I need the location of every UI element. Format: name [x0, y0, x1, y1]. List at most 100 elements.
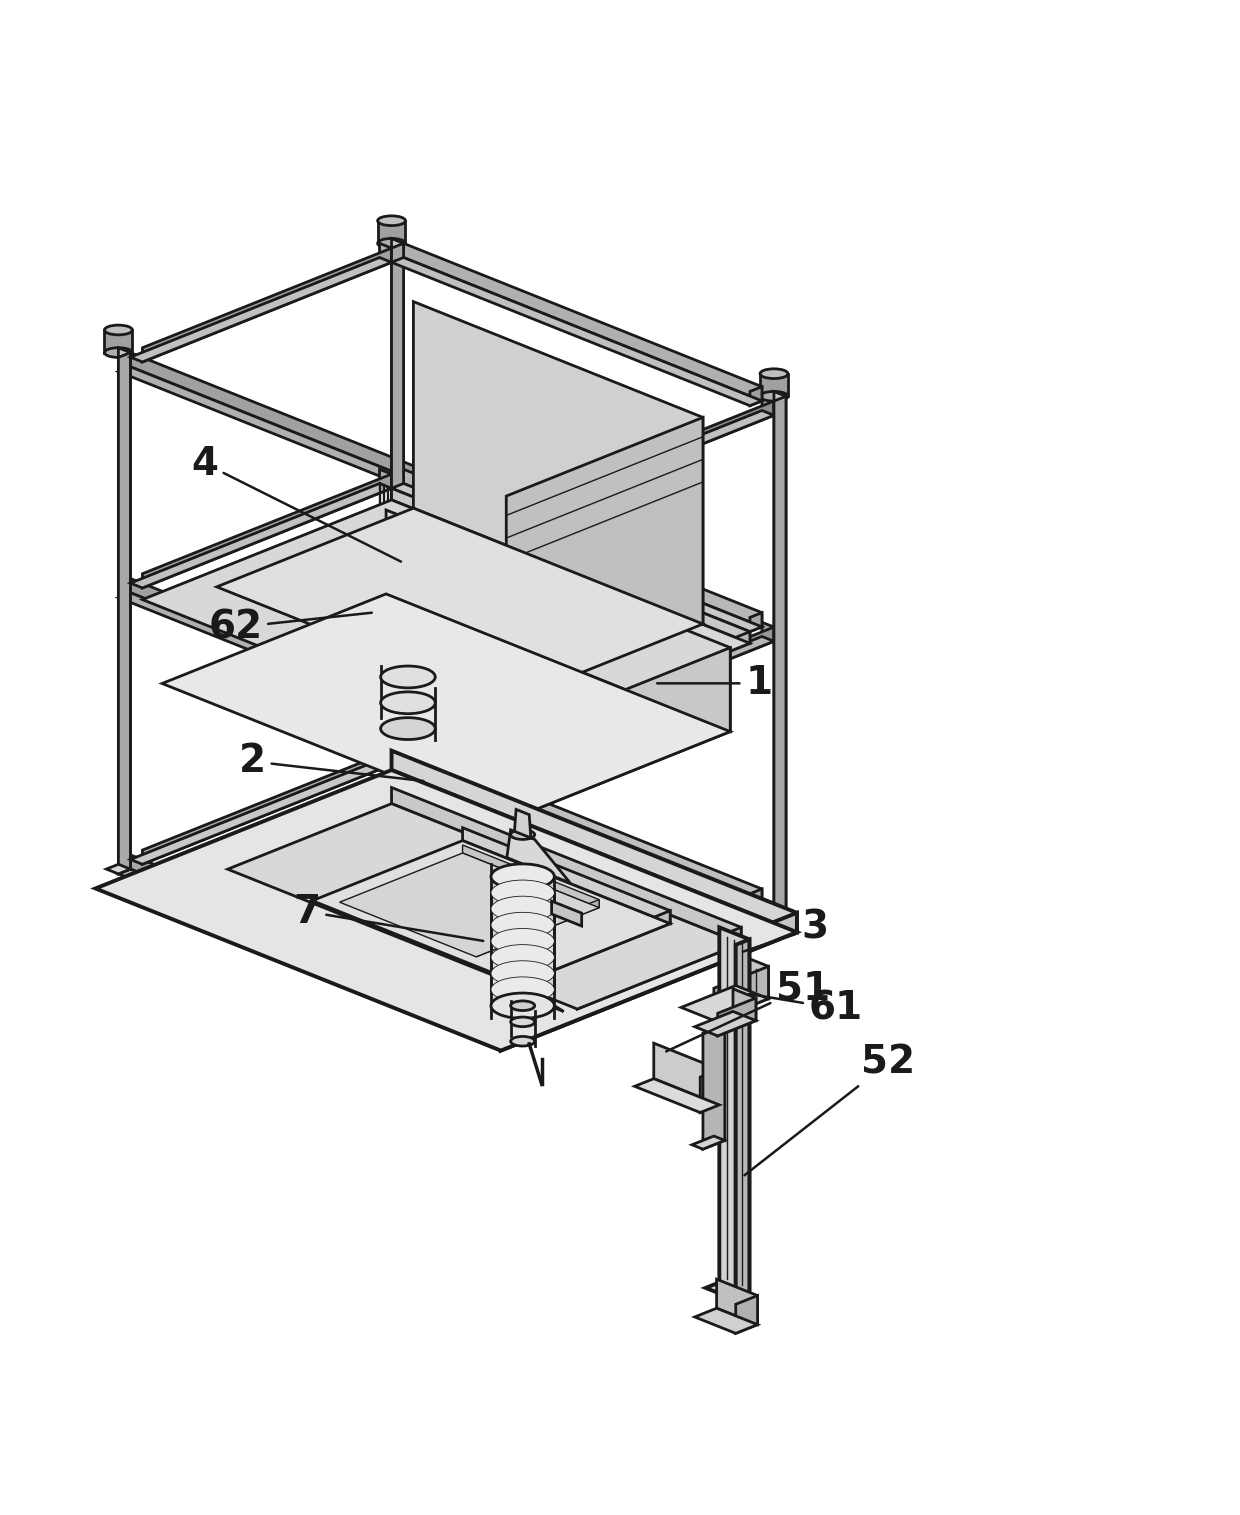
Ellipse shape [104, 348, 133, 358]
Ellipse shape [719, 1315, 737, 1326]
Ellipse shape [491, 945, 554, 970]
Polygon shape [750, 612, 761, 632]
Polygon shape [392, 483, 761, 632]
Polygon shape [714, 967, 769, 1021]
Ellipse shape [491, 992, 554, 1018]
Ellipse shape [381, 692, 435, 714]
Polygon shape [501, 632, 750, 742]
Ellipse shape [381, 718, 435, 739]
Polygon shape [217, 508, 703, 703]
Polygon shape [513, 914, 774, 1017]
Ellipse shape [491, 977, 554, 1003]
Text: 51: 51 [666, 970, 830, 1051]
Polygon shape [312, 841, 670, 983]
Polygon shape [513, 636, 774, 741]
Polygon shape [130, 258, 392, 362]
Polygon shape [392, 788, 742, 944]
Polygon shape [714, 1020, 725, 1141]
Polygon shape [774, 397, 786, 918]
Polygon shape [706, 1283, 749, 1300]
Polygon shape [513, 411, 774, 515]
Text: 61: 61 [749, 989, 863, 1027]
Polygon shape [130, 854, 489, 1012]
Polygon shape [750, 386, 761, 406]
Polygon shape [735, 953, 769, 998]
Polygon shape [525, 401, 774, 515]
Polygon shape [515, 809, 531, 838]
Polygon shape [635, 1079, 719, 1112]
Polygon shape [228, 803, 742, 1009]
Polygon shape [692, 1136, 725, 1150]
Polygon shape [476, 900, 599, 957]
Ellipse shape [511, 1017, 534, 1027]
Text: 7: 7 [294, 892, 484, 941]
Polygon shape [130, 483, 392, 588]
Polygon shape [761, 898, 774, 918]
Polygon shape [118, 348, 130, 870]
Polygon shape [552, 901, 582, 926]
Polygon shape [761, 397, 774, 415]
Text: 2: 2 [239, 742, 424, 782]
Polygon shape [681, 986, 769, 1021]
Polygon shape [520, 911, 670, 983]
Polygon shape [143, 750, 392, 864]
Polygon shape [489, 1017, 513, 1027]
Polygon shape [408, 920, 451, 951]
Polygon shape [750, 889, 761, 907]
Polygon shape [118, 870, 489, 1017]
Polygon shape [506, 418, 703, 703]
Polygon shape [392, 488, 750, 644]
Polygon shape [487, 483, 515, 506]
Polygon shape [506, 647, 730, 821]
Text: 3: 3 [743, 909, 828, 951]
Polygon shape [501, 914, 797, 1050]
Polygon shape [130, 761, 392, 864]
Ellipse shape [491, 880, 554, 906]
Polygon shape [386, 511, 730, 732]
Polygon shape [719, 927, 749, 1294]
Ellipse shape [760, 368, 787, 379]
Polygon shape [403, 244, 761, 401]
Polygon shape [733, 989, 756, 1021]
Polygon shape [403, 745, 761, 903]
Polygon shape [130, 579, 489, 736]
Polygon shape [578, 927, 742, 1009]
Polygon shape [403, 470, 761, 627]
Polygon shape [392, 244, 403, 765]
Ellipse shape [511, 1036, 534, 1045]
Polygon shape [476, 998, 489, 1017]
Polygon shape [130, 353, 489, 511]
Polygon shape [392, 258, 761, 406]
Polygon shape [162, 594, 730, 821]
Polygon shape [118, 367, 489, 515]
Polygon shape [378, 221, 405, 244]
Polygon shape [718, 998, 756, 1036]
Ellipse shape [491, 961, 554, 986]
Text: 52: 52 [744, 1044, 915, 1176]
Polygon shape [392, 238, 403, 761]
Ellipse shape [511, 1001, 534, 1011]
Polygon shape [476, 495, 489, 515]
Ellipse shape [491, 912, 554, 938]
Ellipse shape [491, 929, 554, 954]
Polygon shape [104, 330, 133, 353]
Polygon shape [95, 770, 797, 1050]
Polygon shape [694, 1012, 756, 1036]
Polygon shape [463, 827, 670, 924]
Polygon shape [735, 939, 749, 1300]
Polygon shape [340, 853, 599, 957]
Polygon shape [463, 845, 599, 907]
Ellipse shape [487, 500, 515, 511]
Polygon shape [653, 1044, 719, 1104]
Polygon shape [760, 374, 787, 397]
Ellipse shape [491, 897, 554, 921]
Ellipse shape [104, 326, 133, 335]
Polygon shape [717, 1279, 758, 1324]
Polygon shape [507, 830, 570, 883]
Polygon shape [118, 592, 489, 741]
Ellipse shape [378, 238, 405, 248]
Polygon shape [379, 244, 392, 262]
Polygon shape [501, 501, 513, 1023]
Polygon shape [143, 474, 392, 588]
Text: 4: 4 [191, 444, 401, 562]
